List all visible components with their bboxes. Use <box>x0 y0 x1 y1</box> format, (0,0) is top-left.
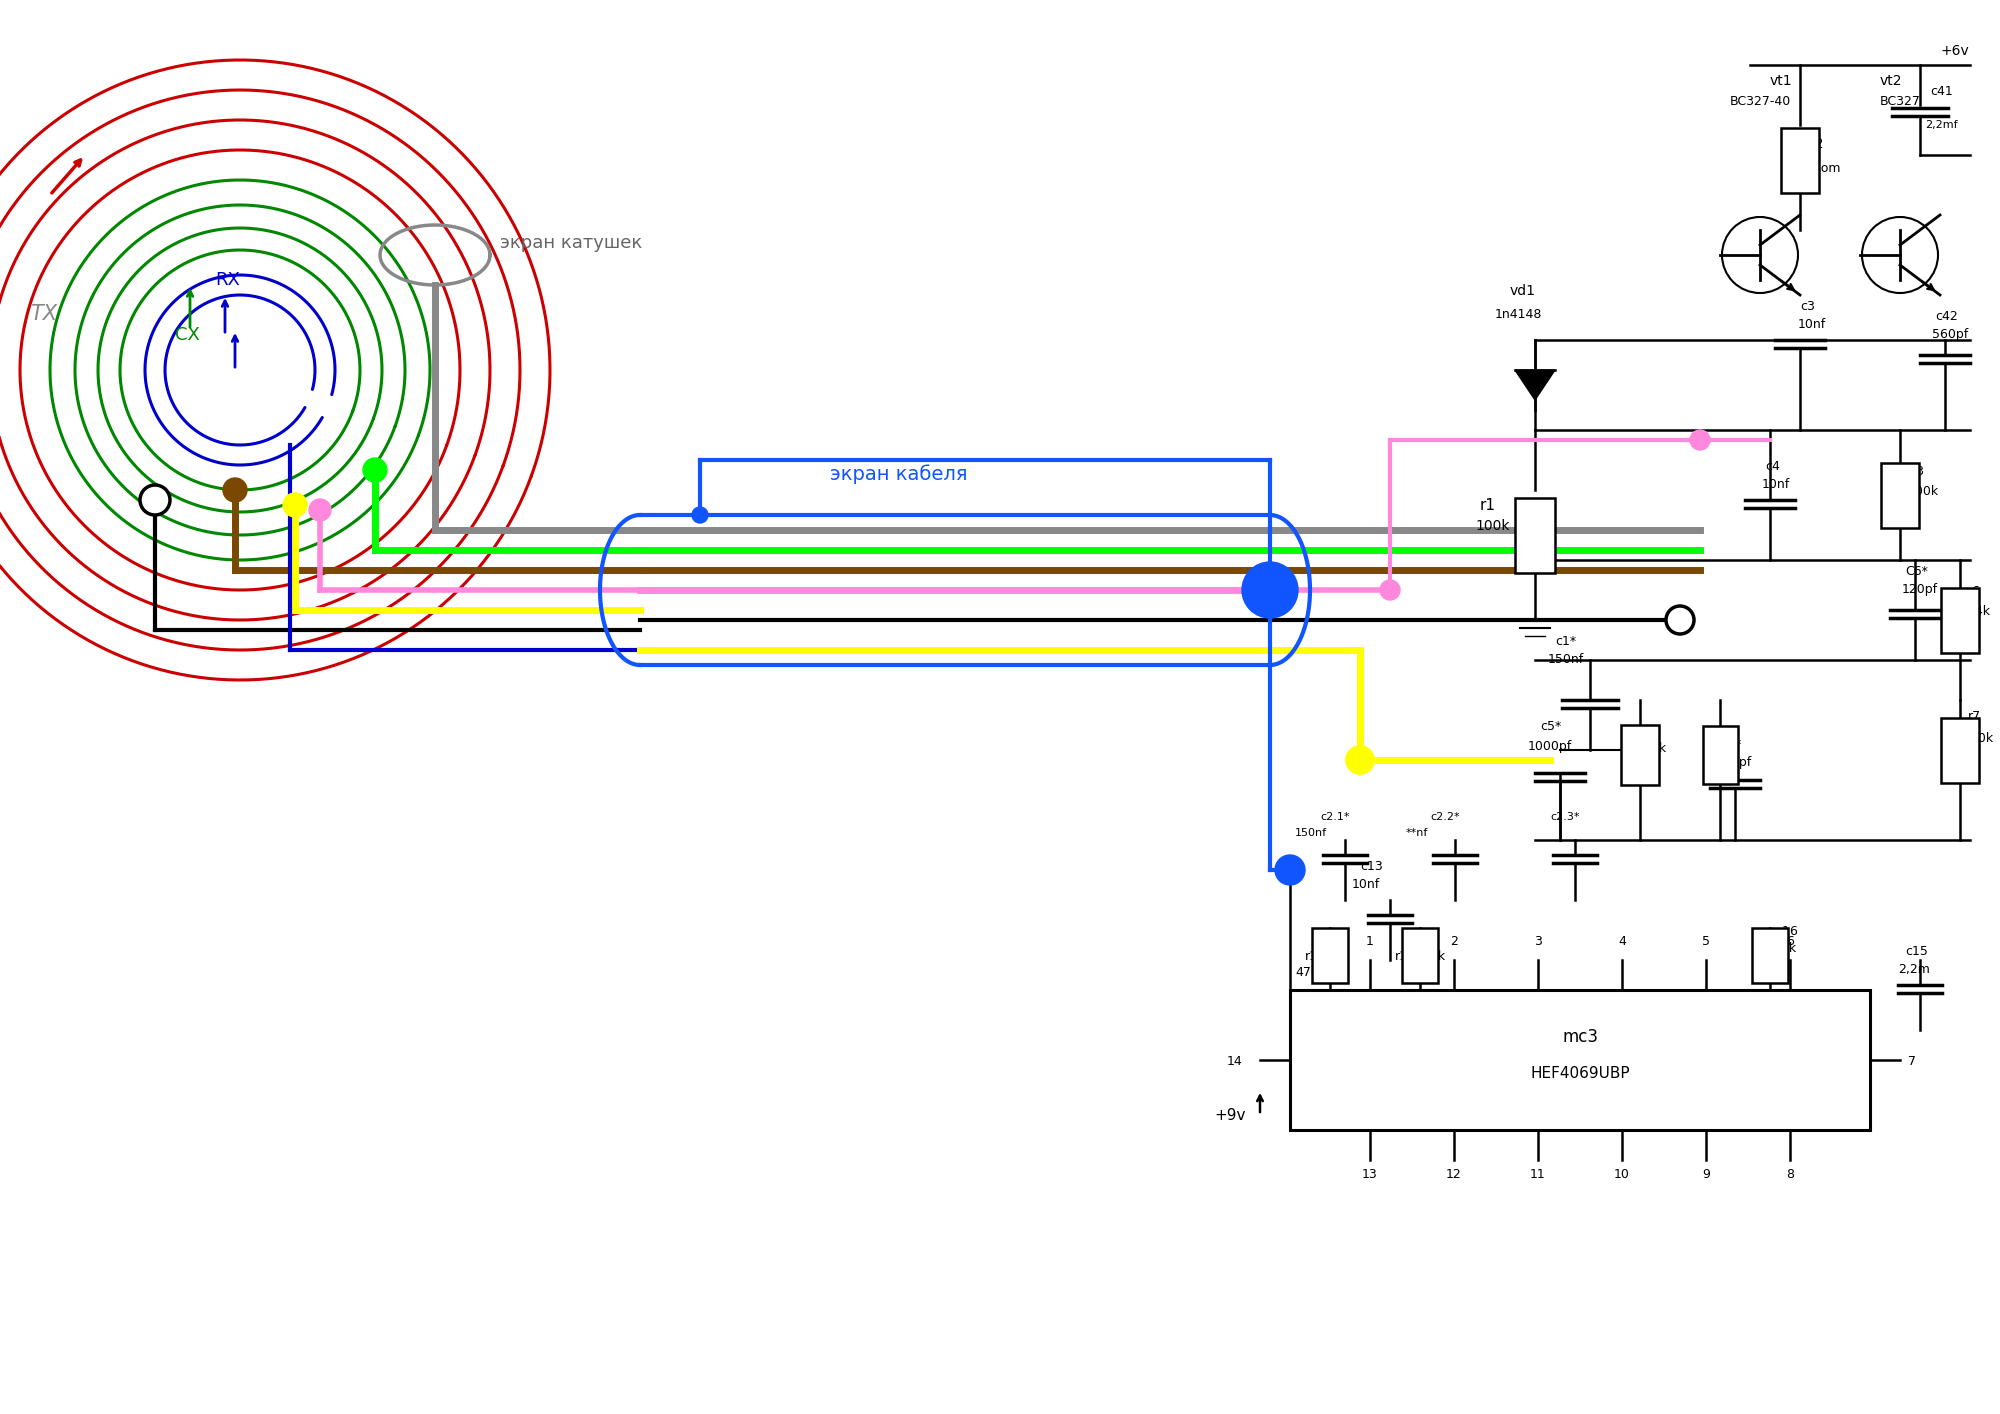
Text: +6v: +6v <box>1940 44 1968 58</box>
Text: HEF4069UBP: HEF4069UBP <box>1530 1066 1630 1080</box>
Text: 2: 2 <box>1450 935 1458 947</box>
Text: vd1: vd1 <box>1510 284 1536 298</box>
Text: r5: r5 <box>1728 725 1742 738</box>
Bar <box>1516 498 1556 573</box>
Circle shape <box>1666 607 1694 633</box>
Circle shape <box>224 478 248 502</box>
Text: 22om: 22om <box>1804 163 1840 175</box>
Text: c1*: c1* <box>1556 635 1576 648</box>
Text: C6*: C6* <box>1904 566 1928 578</box>
Circle shape <box>1690 430 1710 450</box>
Text: 10: 10 <box>1614 1168 1630 1181</box>
Text: 100k: 100k <box>1416 950 1446 963</box>
Text: r2: r2 <box>1810 137 1824 151</box>
Text: r4: r4 <box>1648 725 1660 738</box>
Text: 4: 4 <box>1618 935 1626 947</box>
Text: 100k: 100k <box>1964 732 1994 745</box>
Circle shape <box>1346 747 1374 773</box>
Text: 30k: 30k <box>1774 942 1796 954</box>
Text: c41: c41 <box>1930 85 1952 98</box>
Text: 5: 5 <box>1702 935 1710 947</box>
Circle shape <box>364 458 388 482</box>
Text: +9v: +9v <box>1214 1109 1246 1123</box>
Text: TX: TX <box>30 304 56 324</box>
Circle shape <box>1242 561 1298 618</box>
Text: экран кабеля: экран кабеля <box>830 464 968 484</box>
Bar <box>1940 587 1980 652</box>
Text: 150nf: 150nf <box>1296 829 1328 839</box>
Text: vt1: vt1 <box>1770 74 1792 88</box>
Text: RX: RX <box>216 271 240 288</box>
Text: 10nf: 10nf <box>1762 478 1790 491</box>
Text: 12: 12 <box>1446 1168 1462 1181</box>
Circle shape <box>692 508 708 523</box>
Text: c3: c3 <box>1800 300 1814 312</box>
Text: 470k: 470k <box>1296 966 1326 978</box>
Bar <box>1290 990 1870 1130</box>
Bar <box>1312 928 1348 983</box>
Text: r15: r15 <box>1396 950 1416 963</box>
Text: r3: r3 <box>1912 465 1924 478</box>
Bar <box>1880 462 1920 527</box>
Text: mc3: mc3 <box>1562 1028 1598 1046</box>
Circle shape <box>1276 855 1304 885</box>
Text: 10k: 10k <box>1644 742 1668 755</box>
Text: c2.3*: c2.3* <box>1550 812 1580 822</box>
Text: 1: 1 <box>1366 935 1374 947</box>
Bar <box>1752 928 1788 983</box>
Text: 150nf: 150nf <box>1548 653 1584 666</box>
Text: 11: 11 <box>1530 1168 1546 1181</box>
Text: 2,2m: 2,2m <box>1898 963 1930 976</box>
Text: c7*: c7* <box>1720 738 1742 751</box>
Text: r14: r14 <box>1304 950 1326 963</box>
Circle shape <box>308 499 332 520</box>
Text: 100k: 100k <box>1908 485 1940 498</box>
Text: r7: r7 <box>1968 710 1982 723</box>
Text: c13: c13 <box>1360 860 1382 872</box>
Bar <box>1940 717 1980 782</box>
Polygon shape <box>1516 370 1556 400</box>
Text: 3: 3 <box>1726 742 1734 755</box>
Text: 8: 8 <box>1786 1168 1794 1181</box>
Text: 1000pf: 1000pf <box>1528 740 1572 754</box>
Text: r16: r16 <box>1778 925 1798 937</box>
Text: 7: 7 <box>1908 1055 1916 1068</box>
Text: r1: r1 <box>1480 498 1496 513</box>
Text: 100k: 100k <box>1476 519 1510 533</box>
Circle shape <box>284 493 308 518</box>
Text: c15: c15 <box>1904 945 1928 959</box>
Text: 9: 9 <box>1702 1168 1710 1181</box>
Text: 560pf: 560pf <box>1932 328 1968 341</box>
Circle shape <box>1380 580 1400 600</box>
Text: BC327: BC327 <box>1880 95 1920 107</box>
Bar <box>1620 725 1660 785</box>
Circle shape <box>1346 747 1374 773</box>
Text: c2.1*: c2.1* <box>1320 812 1350 822</box>
Text: 13: 13 <box>1362 1168 1378 1181</box>
Text: BC327-40: BC327-40 <box>1730 95 1792 107</box>
Bar <box>1402 928 1438 983</box>
Circle shape <box>140 485 170 515</box>
Text: r6: r6 <box>1968 585 1980 598</box>
Bar <box>1702 725 1738 783</box>
Text: экран катушек: экран катушек <box>500 233 642 252</box>
Text: 2,2mf: 2,2mf <box>1924 120 1958 130</box>
Text: 10nf: 10nf <box>1798 318 1826 331</box>
Text: c42: c42 <box>1936 310 1958 322</box>
Text: **nf: **nf <box>1406 829 1428 839</box>
Text: 3: 3 <box>1534 935 1542 947</box>
Text: 120pf: 120pf <box>1902 583 1938 595</box>
Bar <box>1782 127 1820 192</box>
Text: 560pf: 560pf <box>1716 756 1752 769</box>
Text: 2,4k: 2,4k <box>1964 605 1990 618</box>
Text: c4: c4 <box>1766 460 1780 474</box>
Text: 6: 6 <box>1786 935 1794 947</box>
Text: 10nf: 10nf <box>1352 878 1380 891</box>
Text: c2.2*: c2.2* <box>1430 812 1460 822</box>
Text: c5*: c5* <box>1540 720 1562 732</box>
Text: vt2: vt2 <box>1880 74 1902 88</box>
Text: 14: 14 <box>1228 1055 1242 1068</box>
Text: 1n4148: 1n4148 <box>1496 308 1542 321</box>
Text: CX: CX <box>176 327 200 344</box>
